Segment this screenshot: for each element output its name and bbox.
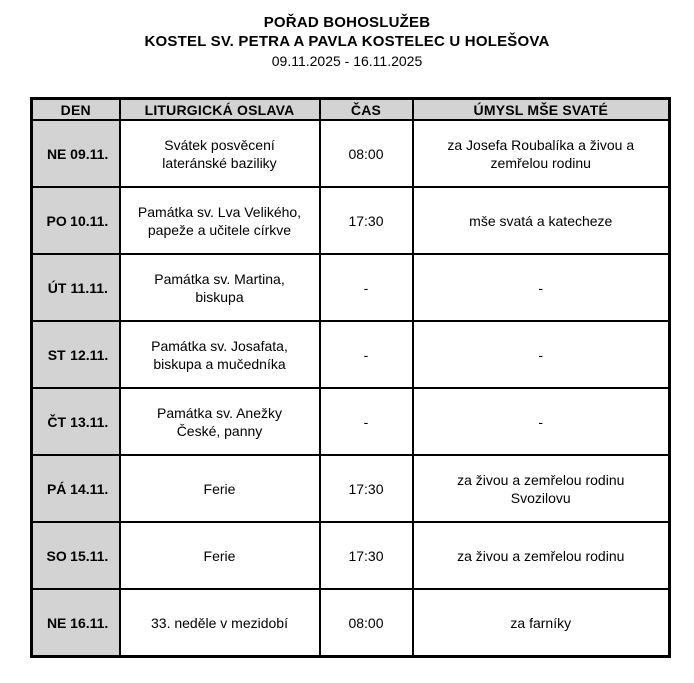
document-header: POŘAD BOHOSLUŽEB KOSTEL SV. PETRA A PAVL… [0,0,694,70]
date-range: 09.11.2025 - 16.11.2025 [271,53,423,69]
day-cell: NE 16.11. [30,588,121,658]
day-abbr: NE [46,614,67,631]
intention-cell: mše svatá a katecheze [411,186,671,255]
day-date: 10.11. [70,212,109,229]
liturgy-cell: Ferie [118,454,321,523]
schedule-table: DEN LITURGICKÁ OSLAVA ČAS ÚMYSL MŠE SVAT… [30,97,671,658]
day-cell: ST 12.11. [30,320,121,389]
liturgy-cell: Památka sv. Anežky České, panny [118,387,321,456]
table-row: NE 16.11. 33. neděle v mezidobí 08:00 za … [30,588,671,658]
day-cell: ČT 13.11. [30,387,121,456]
day-cell: PÁ 14.11. [30,454,121,523]
liturgy-cell: Památka sv. Lva Velikého, papeže a učite… [118,186,321,255]
time-cell: 17:30 [318,454,414,523]
liturgy-cell: Svátek posvěcení lateránské baziliky [118,119,321,188]
day-date: 15.11. [70,547,109,564]
table-row: PO 10.11. Památka sv. Lva Velikého, papež… [30,186,671,255]
day-abbr: PÁ [46,480,67,497]
page-subtitle: KOSTEL SV. PETRA A PAVLA KOSTELEC U HOLE… [144,33,550,50]
day-date: 11.11. [70,279,108,296]
day-abbr: ÚT [47,279,67,296]
day-date: 13.11. [70,413,109,430]
table-header: DEN LITURGICKÁ OSLAVA ČAS ÚMYSL MŠE SVAT… [30,97,671,121]
day-cell: PO 10.11. [30,186,121,255]
day-cell: ÚT 11.11. [30,253,121,322]
intention-cell: za živou a zemřelou rodinu [411,521,671,590]
intention-cell: za Josefa Roubalíka a živou a zemřelou r… [411,119,671,188]
time-cell: 08:00 [318,119,414,188]
table-row: ST 12.11. Památka sv. Josafata, biskupa a… [30,320,671,389]
column-header-cas: ČAS [318,97,414,121]
table-row: ÚT 11.11. Památka sv. Martina, biskupa - … [30,253,671,322]
column-header-liturgicka-oslava: LITURGICKÁ OSLAVA [118,97,321,121]
header-row: DEN LITURGICKÁ OSLAVA ČAS ÚMYSL MŠE SVAT… [30,97,671,121]
liturgy-cell: Ferie [118,521,321,590]
liturgy-cell: Památka sv. Martina, biskupa [118,253,321,322]
time-cell: - [318,320,414,389]
time-cell: - [318,387,414,456]
table-row: SO 15.11. Ferie 17:30 za živou a zemřelou… [30,521,671,590]
day-date: 12.11. [70,346,109,363]
intention-cell: - [411,320,671,389]
liturgy-cell: Památka sv. Josafata, biskupa a mučedník… [118,320,321,389]
day-date: 14.11. [70,480,109,497]
intention-cell: za živou a zemřelou rodinu Svozilovu [411,454,671,523]
table-row: ČT 13.11. Památka sv. Anežky České, panny… [30,387,671,456]
liturgy-cell: 33. neděle v mezidobí [118,588,321,658]
table-row: PÁ 14.11. Ferie 17:30 za živou a zemřelou… [30,454,671,523]
column-header-den: DEN [30,97,121,121]
day-abbr: ST [47,346,66,363]
time-cell: 17:30 [318,186,414,255]
day-abbr: ČT [47,413,66,430]
intention-cell: - [411,387,671,456]
time-cell: - [318,253,414,322]
intention-cell: za farníky [411,588,671,658]
day-cell: SO 15.11. [30,521,121,590]
day-abbr: SO [46,547,67,564]
time-cell: 17:30 [318,521,414,590]
day-date: 16.11. [70,614,109,631]
table-body: NE 09.11. Svátek posvěcení lateránské baz… [30,119,671,658]
day-cell: NE 09.11. [30,119,121,188]
intention-cell: - [411,253,671,322]
day-abbr: PO [46,212,67,229]
day-abbr: NE [46,145,67,162]
column-header-umysl-mse-svate: ÚMYSL MŠE SVATÉ [411,97,671,121]
time-cell: 08:00 [318,588,414,658]
page-title: POŘAD BOHOSLUŽEB [263,14,431,31]
table-row: NE 09.11. Svátek posvěcení lateránské baz… [30,119,671,188]
day-date: 09.11. [70,145,109,162]
